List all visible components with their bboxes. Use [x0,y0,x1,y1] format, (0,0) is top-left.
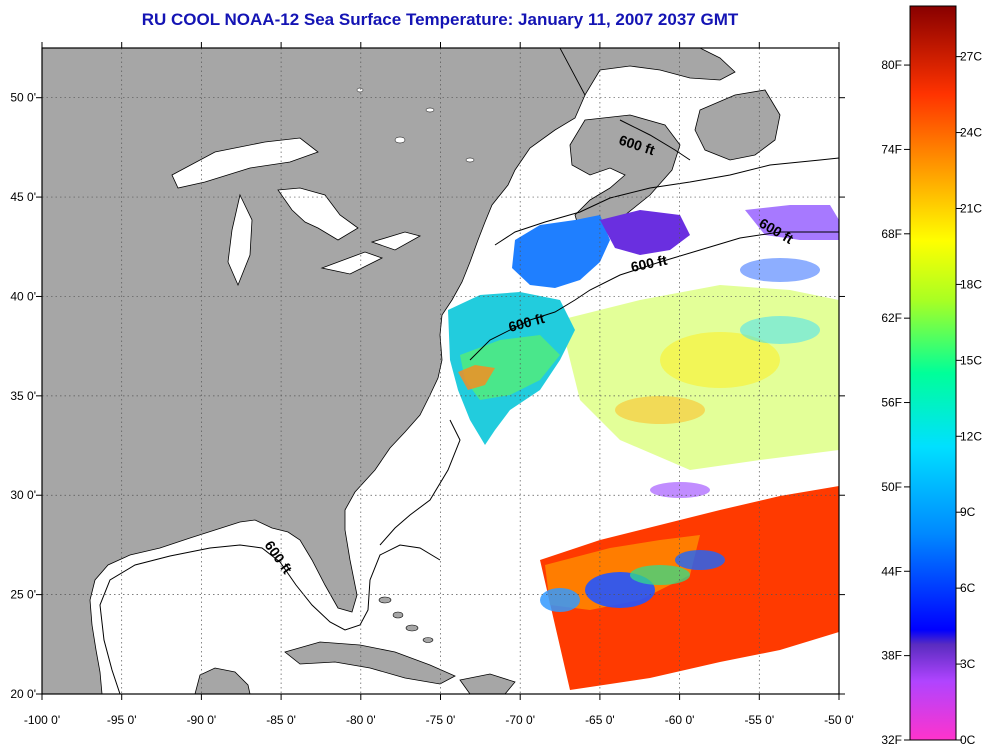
sst-cyan-1 [740,316,820,344]
colorbar-c-label: 27C [960,50,982,64]
lat-tick-label: 35 0' [10,389,36,403]
lon-tick-label: -60 0' [665,713,695,727]
lon-tick-label: -85 0' [266,713,296,727]
lat-tick-label: 25 0' [10,588,36,602]
sst-shelf-orange [458,365,495,390]
colorbar-c-label: 9C [960,505,976,519]
map-title: RU COOL NOAA-12 Sea Surface Temperature:… [141,10,739,29]
colorbar-c-label: 0C [960,733,976,747]
sst-yellow-2 [615,396,705,424]
colorbar-f-label: 32F [881,733,902,747]
lon-tick-label: -55 0' [744,713,774,727]
longitude-axis: -100 0' -95 0' -90 0' -85 0' -80 0' -75 0' -70… [24,42,854,727]
land-newfoundland [694,89,781,161]
colorbar-c-label: 15C [960,353,982,367]
lat-tick-label: 50 0' [10,91,36,105]
colorbar-fahrenheit-labels: 80F 74F 68F 62F 56F 50F 44F 38F 32F [881,58,910,747]
lon-tick-label: -70 0' [505,713,535,727]
sst-warm-swath [540,486,839,690]
great-lakes [171,137,422,287]
colorbar-c-label: 6C [960,581,976,595]
lon-tick-label: -75 0' [426,713,456,727]
land-north-america [42,48,586,694]
sst-blue-patch-3 [675,550,725,570]
colorbar-c-label: 3C [960,657,976,671]
colorbar-f-label: 50F [881,480,902,494]
inland-water [356,87,475,163]
latitude-axis: 50 0' 45 0' 40 0' 35 0' 30 0' 25 0' 20 0' [10,91,845,701]
colorbar-f-label: 80F [881,58,902,72]
colorbar-f-label: 68F [881,227,902,241]
colorbar-f-label: 44F [881,564,902,578]
lon-tick-label: -95 0' [107,713,137,727]
lon-tick-label: -80 0' [346,713,376,727]
land-hispaniola [459,673,516,694]
lon-tick-label: -90 0' [187,713,217,727]
sst-scotian-purple [600,210,690,255]
lon-tick-label: -100 0' [24,713,60,727]
colorbar-f-label: 74F [881,142,902,156]
colorbar-f-label: 38F [881,649,902,663]
colorbar-c-label: 12C [960,429,982,443]
colorbar-f-label: 62F [881,311,902,325]
land-cuba [284,641,456,685]
land-labrador [559,48,736,96]
lat-tick-label: 30 0' [10,488,36,502]
sst-gulf-of-maine [512,215,610,288]
lat-tick-label: 20 0' [10,687,36,701]
lat-tick-label: 45 0' [10,190,36,204]
land-yucatan [194,667,251,694]
600ft-contours [99,119,839,694]
sst-purple-1 [650,482,710,498]
sst-labrador-purple [745,205,839,240]
sst-green-patch [630,565,690,585]
lon-tick-label: -50 0' [824,713,854,727]
sst-yellow-1 [660,332,780,388]
colorbar-gradient [909,5,957,741]
colorbar: 80F 74F 68F 62F 56F 50F 44F 38F 32F 27C 24C 21C 18C… [881,5,982,747]
colorbar-c-label: 18C [960,277,982,291]
land-bahamas [378,596,434,643]
colorbar-c-label: 24C [960,126,982,140]
lon-tick-label: -65 0' [585,713,615,727]
colorbar-celsius-labels: 27C 24C 21C 18C 15C 12C 9C 6C 3C 0C [956,50,982,747]
lat-tick-label: 40 0' [10,289,36,303]
colorbar-f-label: 56F [881,396,902,410]
sst-imagery [448,205,839,690]
sst-blue-patch-4 [740,258,820,282]
contour-label-2: 600 ft [629,252,668,275]
colorbar-c-label: 21C [960,201,982,215]
sst-blue-patch-2 [540,588,580,612]
